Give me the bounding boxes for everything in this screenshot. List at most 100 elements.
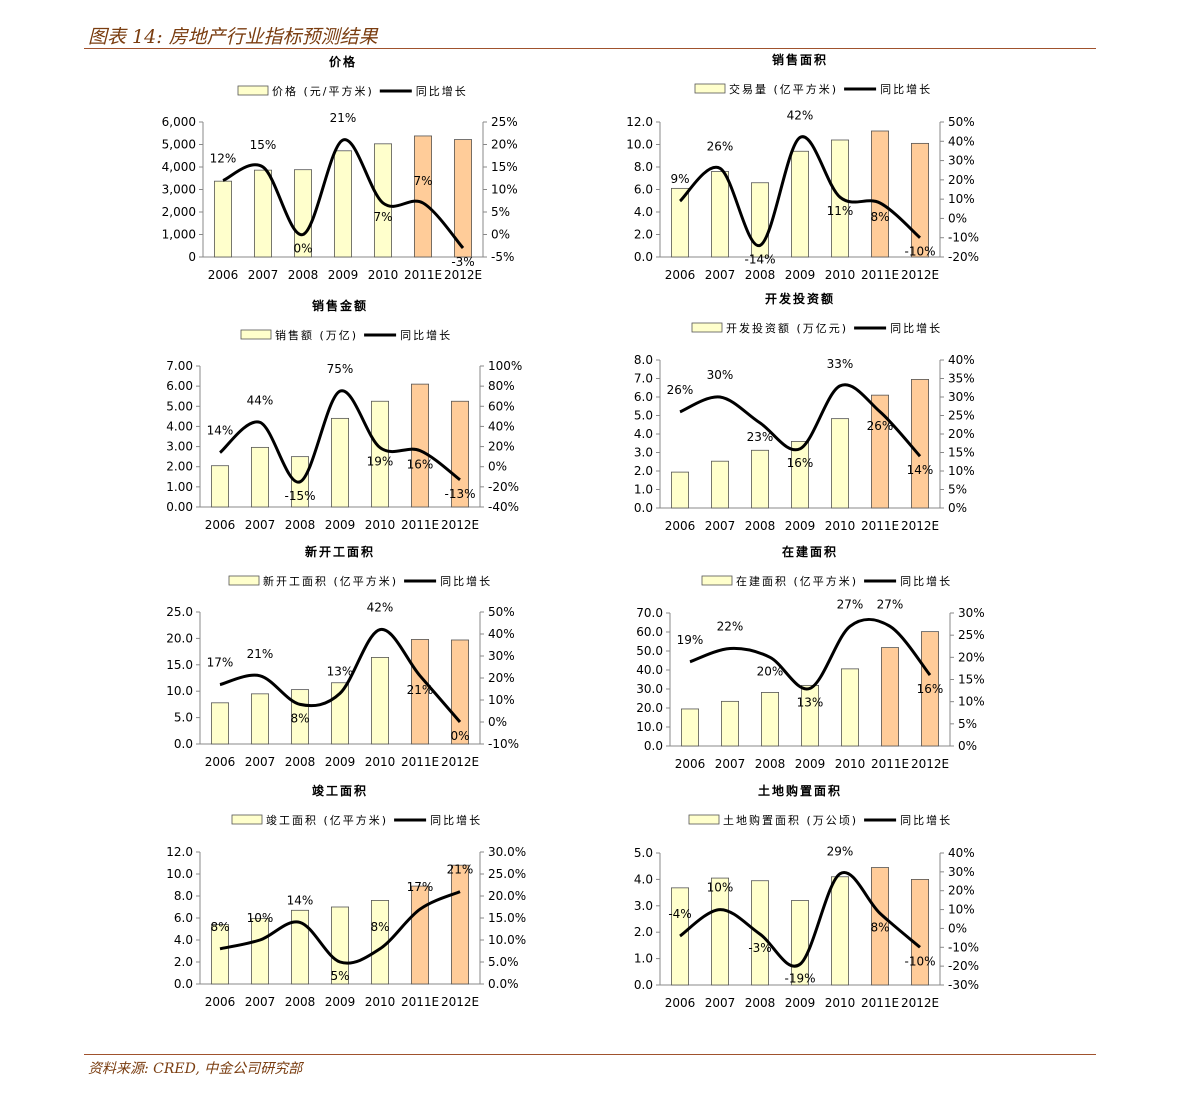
- bar: [410, 639, 429, 745]
- tick-label-left: 2.0: [634, 925, 653, 939]
- tick-label-right: 0%: [948, 921, 967, 935]
- data-label: 12%: [210, 152, 237, 166]
- tick-label-left: 4.0: [174, 933, 193, 947]
- data-label: 44%: [247, 393, 274, 407]
- legend-line-label: 同比增长: [900, 574, 952, 588]
- data-label: 19%: [677, 633, 704, 647]
- tick-label-right: 25%: [958, 628, 985, 642]
- tick-label-left: 3,000: [162, 183, 196, 197]
- data-label: 8%: [870, 210, 889, 224]
- tick-label-right: 20%: [488, 671, 515, 685]
- tick-label-left: 8.0: [634, 353, 653, 367]
- x-tick-label: 2010: [365, 518, 396, 532]
- x-tick-label: 2011E: [404, 268, 442, 282]
- tick-label-left: 50.0: [636, 644, 663, 658]
- x-tick-label: 2007: [705, 996, 736, 1010]
- tick-label-right: 5%: [958, 717, 977, 731]
- bar: [841, 668, 860, 747]
- bar: [210, 465, 229, 508]
- tick-label-right: 30%: [488, 649, 515, 663]
- tick-label-left: 0.0: [174, 977, 193, 991]
- data-label: 17%: [407, 880, 434, 894]
- tick-label-left: 5,000: [162, 138, 196, 152]
- bar: [210, 702, 229, 745]
- data-label: 14%: [287, 893, 314, 907]
- x-tick-label: 2012E: [441, 995, 479, 1009]
- data-label: 8%: [290, 711, 309, 725]
- tick-label-left: 40.0: [636, 663, 663, 677]
- tick-label-right: 20%: [491, 138, 518, 152]
- data-label: 26%: [707, 139, 734, 153]
- data-label: 20%: [757, 664, 784, 678]
- tick-label-right: 0%: [958, 739, 977, 753]
- x-tick-label: 2008: [285, 755, 316, 769]
- bar: [453, 139, 472, 258]
- x-tick-label: 2009: [325, 995, 356, 1009]
- bar: [450, 400, 469, 508]
- data-label: 0%: [450, 729, 469, 743]
- tick-label-left: 6.00: [166, 379, 193, 393]
- data-label: 14%: [207, 424, 234, 438]
- data-label: -15%: [284, 489, 315, 503]
- x-tick-label: 2007: [705, 519, 736, 533]
- tick-label-left: 5.0: [634, 409, 653, 423]
- tick-label-left: 25.0: [166, 605, 193, 619]
- chart-legend: 销售额 (万亿) 同比增长: [240, 328, 450, 342]
- x-tick-label: 2009: [785, 519, 816, 533]
- tick-label-left: 0.0: [174, 737, 193, 751]
- chart-legend: 交易量 (亿平方米) 同比增长: [694, 82, 930, 96]
- tick-label-right: 10%: [488, 693, 515, 707]
- tick-label-right: 10%: [948, 903, 975, 917]
- tick-label-right: 30%: [948, 154, 975, 168]
- growth-line: [689, 617, 932, 691]
- x-tick-label: 2008: [745, 268, 776, 282]
- tick-label-right: -20%: [948, 959, 979, 973]
- tick-label-left: 2.0: [174, 955, 193, 969]
- legend-line-label: 同比增长: [430, 813, 482, 827]
- data-label: 13%: [327, 664, 354, 678]
- x-tick-label: 2012E: [901, 996, 939, 1010]
- data-label: 42%: [787, 108, 814, 122]
- legend-line-label: 同比增长: [900, 813, 952, 827]
- x-tick-label: 2011E: [401, 518, 439, 532]
- bar: [801, 684, 820, 747]
- tick-label-right: 40%: [948, 134, 975, 148]
- tick-label-right: 20%: [488, 440, 515, 454]
- data-label: -4%: [668, 907, 691, 921]
- x-tick-label: 2010: [365, 755, 396, 769]
- data-label: 33%: [827, 357, 854, 371]
- tick-label-right: 15%: [948, 446, 975, 460]
- tick-label-left: 5.00: [166, 399, 193, 413]
- tick-label-left: 2.0: [634, 464, 653, 478]
- bar: [711, 877, 730, 986]
- x-tick-label: 2009: [328, 268, 359, 282]
- bar: [711, 171, 730, 258]
- data-label: 26%: [867, 419, 894, 433]
- growth-line: [679, 383, 922, 458]
- legend-bar-swatch: [688, 814, 720, 825]
- tick-label-right: 35%: [948, 372, 975, 386]
- x-tick-label: 2007: [715, 757, 746, 771]
- x-tick-label: 2011E: [861, 519, 899, 533]
- tick-label-right: 20%: [948, 884, 975, 898]
- x-tick-label: 2006: [665, 996, 696, 1010]
- data-label: -10%: [904, 245, 935, 259]
- tick-label-left: 60.0: [636, 625, 663, 639]
- x-tick-label: 2008: [285, 995, 316, 1009]
- data-label: 8%: [370, 920, 389, 934]
- bar: [721, 700, 740, 747]
- tick-label-right: -40%: [488, 500, 519, 514]
- legend-bar-label: 交易量 (亿平方米): [729, 82, 838, 96]
- growth-line: [222, 138, 465, 249]
- data-label: 7%: [373, 210, 392, 224]
- legend-bar-swatch: [694, 83, 726, 94]
- bar: [911, 879, 930, 986]
- legend-bar-swatch: [228, 575, 260, 586]
- tick-label-right: 40%: [488, 419, 515, 433]
- legend-bar-label: 开发投资额 (万亿元): [726, 321, 848, 335]
- x-tick-label: 2007: [248, 268, 279, 282]
- bar: [330, 906, 349, 985]
- tick-label-left: 3.0: [634, 899, 653, 913]
